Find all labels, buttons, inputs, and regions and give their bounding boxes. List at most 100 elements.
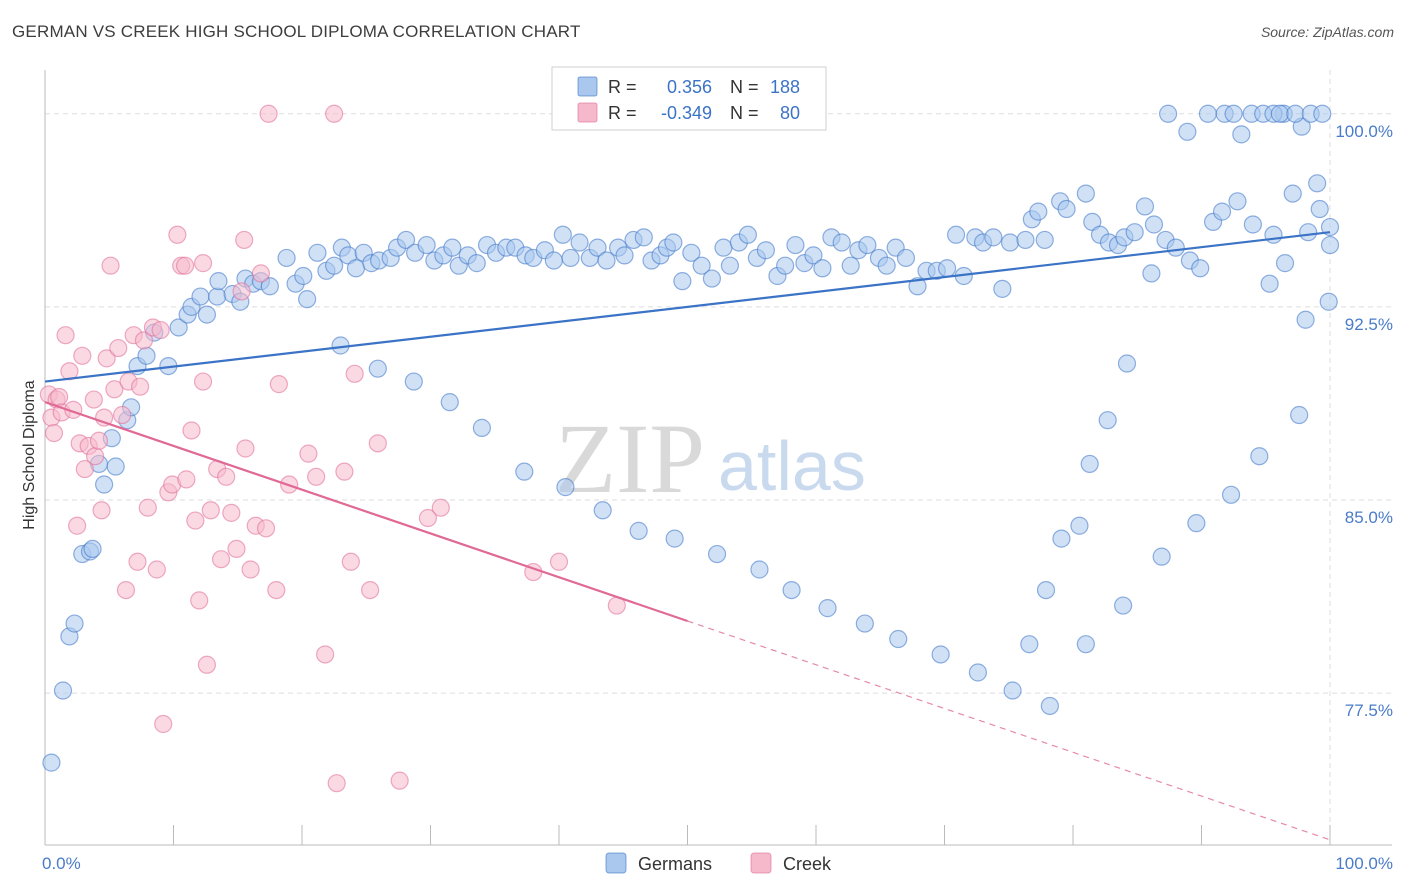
creek-point-34 bbox=[154, 714, 173, 734]
germans-point-160 bbox=[1040, 696, 1059, 716]
germans-point-98 bbox=[877, 256, 896, 275]
creek-point-57 bbox=[267, 580, 286, 600]
germans-point-176 bbox=[1198, 104, 1218, 123]
series-legend: Germans Creek bbox=[605, 852, 832, 874]
creek-point-77 bbox=[235, 230, 254, 250]
germans-point-186 bbox=[1178, 122, 1197, 141]
germans-point-78 bbox=[692, 256, 711, 275]
germans-point-178 bbox=[1224, 104, 1243, 123]
germans-point-91 bbox=[813, 259, 832, 278]
germans-point-17 bbox=[169, 318, 188, 337]
creek-point-21 bbox=[105, 380, 124, 399]
germans-point-124 bbox=[1125, 223, 1144, 242]
legend-swatch-creek bbox=[577, 102, 598, 123]
germans-point-109 bbox=[984, 228, 1003, 247]
germans-point-161 bbox=[1076, 635, 1095, 654]
creek-trend-line-extension bbox=[687, 620, 1331, 841]
series-germans-points bbox=[42, 104, 1340, 772]
germans-point-30 bbox=[277, 248, 296, 268]
creek-point-17 bbox=[92, 501, 111, 520]
germans-point-150 bbox=[665, 529, 684, 548]
germans-trend-line bbox=[44, 231, 1331, 383]
creek-point-20 bbox=[101, 256, 120, 275]
legend-box bbox=[551, 66, 827, 131]
trend-lines bbox=[44, 231, 1331, 841]
germans-point-188 bbox=[1142, 264, 1161, 283]
bottom-legend-label-creek: Creek bbox=[783, 854, 832, 874]
bottom-legend-label-germans: Germans bbox=[638, 854, 712, 874]
creek-point-32 bbox=[147, 560, 166, 579]
germans-point-81 bbox=[720, 256, 740, 275]
germans-point-149 bbox=[629, 521, 648, 540]
creek-point-66 bbox=[341, 552, 360, 571]
germans-point-185 bbox=[1313, 104, 1332, 123]
germans-point-183 bbox=[1286, 104, 1305, 123]
germans-point-32 bbox=[294, 266, 313, 286]
germans-point-39 bbox=[346, 259, 366, 278]
creek-point-51 bbox=[232, 282, 251, 301]
germans-point-90 bbox=[804, 246, 823, 265]
germans-point-135 bbox=[1264, 225, 1283, 244]
germans-point-93 bbox=[832, 233, 851, 252]
creek-point-19 bbox=[97, 349, 116, 368]
legend-n-label-germans: N = bbox=[730, 77, 759, 97]
creek-point-74 bbox=[549, 552, 569, 571]
germans-point-118 bbox=[1076, 184, 1095, 203]
germans-point-76 bbox=[673, 272, 692, 291]
germans-point-101 bbox=[908, 277, 927, 296]
germans-point-193 bbox=[1052, 529, 1071, 548]
germans-point-61 bbox=[544, 251, 563, 270]
x-tick-label-1: 100.0% bbox=[1335, 854, 1393, 873]
germans-point-63 bbox=[561, 248, 580, 268]
creek-point-6 bbox=[56, 326, 75, 345]
bottom-legend-swatch-germans bbox=[605, 852, 627, 874]
germans-point-36 bbox=[325, 256, 344, 275]
y-tick-label-2: 92.5% bbox=[1345, 315, 1393, 334]
germans-point-133 bbox=[1228, 192, 1247, 211]
germans-point-147 bbox=[556, 478, 575, 497]
legend-r-value-germans: 0.356 bbox=[667, 77, 712, 97]
creek-point-16 bbox=[89, 431, 109, 450]
germans-point-164 bbox=[1187, 514, 1206, 533]
germans-point-163 bbox=[1152, 547, 1171, 566]
germans-point-125 bbox=[1135, 197, 1155, 216]
creek-point-28 bbox=[130, 377, 150, 396]
watermark: ZIP atlas bbox=[555, 403, 866, 514]
germans-point-189 bbox=[1117, 354, 1137, 373]
germans-point-182 bbox=[1270, 104, 1289, 123]
creek-point-9 bbox=[68, 516, 87, 535]
creek-point-43 bbox=[193, 372, 213, 391]
germans-point-187 bbox=[1158, 104, 1178, 123]
germans-point-158 bbox=[968, 663, 988, 682]
creek-point-23 bbox=[112, 405, 132, 425]
germans-point-165 bbox=[1221, 485, 1241, 504]
creek-point-40 bbox=[182, 421, 201, 440]
germans-point-136 bbox=[1275, 254, 1295, 273]
germans-point-145 bbox=[472, 418, 491, 437]
creek-point-39 bbox=[177, 470, 196, 489]
germans-point-79 bbox=[702, 269, 722, 288]
legend-swatch-germans bbox=[577, 76, 598, 97]
x-tick-labels: 0.0% 100.0% bbox=[42, 854, 1393, 873]
germans-point-105 bbox=[946, 225, 966, 244]
series-creek-points bbox=[39, 104, 626, 793]
creek-point-49 bbox=[222, 503, 241, 522]
germans-point-144 bbox=[440, 393, 459, 412]
creek-point-41 bbox=[186, 511, 205, 530]
creek-point-52 bbox=[236, 439, 255, 458]
germans-point-168 bbox=[1232, 125, 1251, 144]
germans-point-3 bbox=[65, 614, 84, 633]
germans-point-100 bbox=[896, 248, 916, 268]
germans-point-0 bbox=[42, 753, 61, 772]
axes bbox=[44, 70, 1392, 846]
creek-point-72 bbox=[431, 498, 450, 517]
germans-point-166 bbox=[1250, 447, 1269, 466]
creek-point-14 bbox=[84, 390, 103, 409]
bottom-legend-swatch-creek bbox=[750, 852, 772, 874]
creek-point-58 bbox=[269, 375, 288, 394]
germans-point-156 bbox=[889, 629, 908, 649]
germans-point-151 bbox=[707, 544, 727, 564]
creek-point-4 bbox=[50, 387, 69, 407]
germans-point-146 bbox=[515, 462, 534, 481]
creek-point-63 bbox=[325, 104, 344, 123]
